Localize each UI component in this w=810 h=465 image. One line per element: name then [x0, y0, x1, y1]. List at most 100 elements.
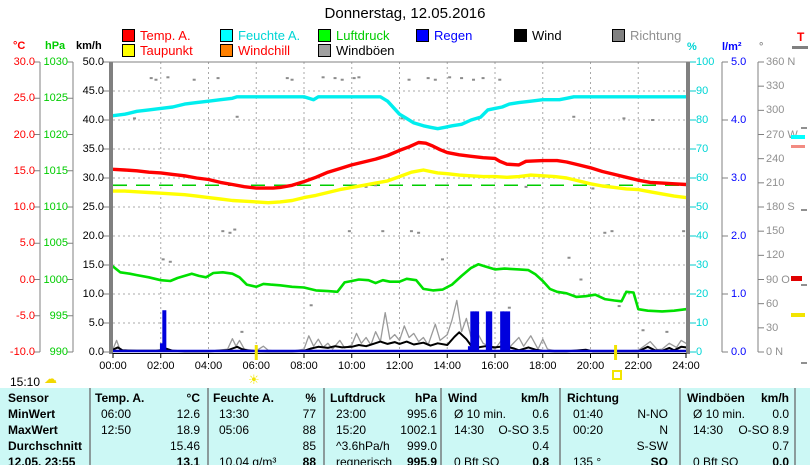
table-row-label: MinWert [8, 407, 56, 421]
axis-tick-label-windspeed: 45.0 [82, 85, 104, 97]
table-cell-time: 06:00 [101, 407, 132, 421]
direction-dot [132, 117, 136, 120]
direction-dot [357, 76, 361, 79]
axis-tick-label-windspeed: 10.0 [82, 288, 104, 300]
axis-unit-humidity: % [687, 41, 697, 53]
table-row-label: Sensor [8, 391, 49, 405]
axis-tick-label-humidity: 10 [696, 317, 709, 329]
legend-item-wind: Wind [514, 28, 562, 43]
time-tick-label: 22:00 [624, 360, 653, 372]
rain-bar [472, 311, 477, 352]
direction-dot [651, 119, 655, 121]
legend-swatch [122, 29, 135, 42]
table-cell-time: 0 Bft SO [454, 455, 500, 465]
direction-dot [481, 77, 485, 80]
axis-tick-label-windspeed: 40.0 [82, 114, 104, 126]
axis-tick-label-temperature: 10.0 [13, 201, 35, 213]
axis-tick-label-humidity: 0 [696, 346, 703, 358]
table-cell-time: 01:40 [573, 407, 604, 421]
sensor-summary-table: Sensor MinWert MaxWert Durchschnitt 12.05. 2… [0, 388, 810, 465]
legend-item-richtung: Richtung [612, 28, 681, 43]
table-row-label: MaxWert [8, 423, 58, 437]
table-cell-value: O-SO 3.5 [498, 423, 549, 437]
rain-bar [485, 311, 490, 352]
direction-dot [233, 228, 237, 231]
direction-dot [682, 230, 686, 233]
legend-item-luftdruck: Luftdruck [318, 28, 389, 43]
table-cell-value: 88 [302, 423, 316, 437]
table-cell-time: 00:20 [573, 423, 604, 437]
sun-axis-marker [254, 345, 258, 360]
table-col-header: Windböen [687, 391, 745, 405]
axis-tick-label-temperature: 5.0 [19, 237, 35, 250]
table-row-label: 12.05. 23:55 [8, 455, 76, 465]
direction-dot [309, 304, 313, 307]
right-strip-marker [791, 313, 805, 317]
direction-dot [285, 77, 289, 80]
time-tick-label: 16:00 [481, 360, 509, 372]
direction-dot [216, 77, 220, 80]
table-cell-value: 0.0 [772, 407, 789, 421]
axis-unit-rain: l/m² [722, 41, 742, 53]
table-col-unit: km/h [520, 391, 549, 405]
axis-tick-label-humidity: 90 [696, 85, 709, 97]
time-tick-label: 14:00 [433, 360, 462, 372]
rain-bar [488, 311, 493, 352]
axis-tick-label-rain: 2.0 [731, 230, 747, 242]
axis-unit-direction: ° [759, 41, 764, 53]
axis-tick-label-temperature: -5.0 [16, 309, 35, 322]
axis-tick-label-pressure: 1025 [43, 92, 68, 105]
direction-dot [352, 77, 356, 80]
table-column-divider [323, 388, 325, 465]
table-cell-value: 85 [302, 439, 316, 453]
axis-tick-label-rain: 5.0 [731, 56, 747, 68]
axis-tick-label-pressure: 1015 [43, 164, 68, 177]
legend-swatch [220, 44, 233, 57]
table-cell-value: 18.9 [176, 423, 200, 437]
table-cell-time: 14:30 [693, 423, 724, 437]
axis-tick-label-temperature: -10.0 [9, 346, 35, 358]
table-column-divider [207, 388, 209, 465]
rain-bar [475, 311, 480, 352]
direction-dot [417, 231, 421, 234]
rain-bar [500, 311, 505, 352]
direction-dot [166, 76, 170, 79]
time-tick-label: 12:00 [385, 360, 414, 372]
legend-swatch [318, 29, 331, 42]
table-cell-value: 995.6 [406, 407, 437, 421]
direction-dot [221, 230, 225, 233]
direction-dot [426, 77, 430, 80]
direction-dot [290, 78, 294, 81]
table-cell-value: N-NO [637, 407, 668, 421]
table-cell-time: 0 Bft SO [693, 455, 739, 465]
direction-dot [472, 78, 476, 81]
direction-dot [364, 185, 368, 188]
axis-tick-label-pressure: 990 [49, 346, 68, 358]
axis-tick-label-direction: 210 [766, 176, 785, 189]
axis-tick-label-rain: 4.0 [731, 114, 747, 126]
axis-tick-label-pressure: 1030 [43, 56, 68, 68]
axis-tick-label-pressure: 995 [49, 309, 68, 322]
rain-bar [470, 311, 475, 352]
legend-item-taupunkt: Taupunkt [122, 43, 193, 58]
table-cell-time: regnerisch [336, 455, 393, 465]
direction-dot [374, 184, 378, 187]
humidity-series [111, 95, 688, 131]
table-col-header: Temp. A. [95, 391, 145, 405]
status-time: 15:10 [10, 375, 41, 389]
temperature-series [111, 140, 688, 190]
axis-tick-label-humidity: 30 [696, 259, 709, 271]
table-cell-time: 12:50 [101, 423, 132, 437]
direction-dot [192, 78, 196, 81]
axis-tick-label-direction: 60 [766, 297, 779, 310]
rain-bar [162, 310, 167, 352]
direction-dot [149, 77, 153, 80]
table-cell-time: ^3.6hPa/h [336, 439, 390, 453]
direction-dot [617, 305, 621, 308]
axis-tick-label-pressure: 1000 [43, 273, 68, 286]
sun-axis-marker [614, 345, 618, 360]
rain-bar [502, 311, 507, 352]
table-cell-value: 13.1 [176, 455, 200, 465]
right-strip-marker [792, 46, 808, 49]
direction-dot [321, 76, 325, 79]
